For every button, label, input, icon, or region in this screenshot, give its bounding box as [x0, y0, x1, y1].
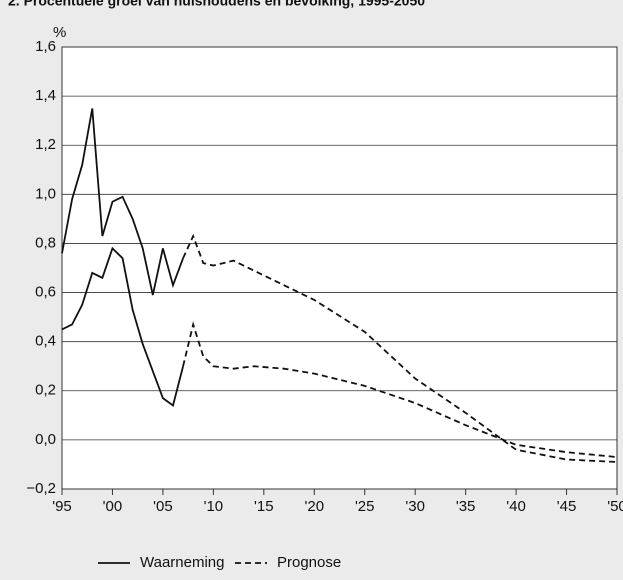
y-tick-label: 0,8 — [35, 234, 56, 251]
x-tick-label: '00 — [103, 498, 123, 515]
x-tick-label: '15 — [254, 498, 274, 515]
y-tick-label: 1,4 — [35, 87, 56, 104]
chart-title: 2. Procentuele groei van huishoudens en … — [8, 0, 425, 9]
x-tick-label: '45 — [557, 498, 577, 515]
x-tick-label: '50 — [607, 498, 623, 515]
legend-label: Waarneming — [140, 554, 224, 571]
line — [182, 233, 618, 463]
line — [61, 108, 184, 296]
y-tick-label: 0,0 — [35, 431, 56, 448]
legend-label: Prognose — [277, 554, 341, 571]
x-tick-label: '05 — [153, 498, 173, 515]
y-tick-label: 0,4 — [35, 333, 56, 350]
y-tick-label: 1,6 — [35, 38, 56, 55]
x-tick-label: '30 — [405, 498, 425, 515]
plot-area — [62, 47, 617, 489]
y-tick-label: 1,2 — [35, 136, 56, 153]
x-tick-label: '10 — [204, 498, 224, 515]
plot-frame — [61, 46, 618, 490]
x-tick-label: '35 — [456, 498, 476, 515]
line — [61, 246, 184, 408]
x-tick-label: '20 — [304, 498, 324, 515]
y-tick-label: −0,2 — [26, 480, 56, 497]
y-unit: % — [53, 24, 66, 41]
x-tick-label: '40 — [506, 498, 526, 515]
y-tick-label: 1,0 — [35, 185, 56, 202]
y-tick-label: 0,2 — [35, 382, 56, 399]
x-tick-label: '95 — [52, 498, 72, 515]
y-tick-label: 0,6 — [35, 284, 56, 301]
x-tick-label: '25 — [355, 498, 375, 515]
